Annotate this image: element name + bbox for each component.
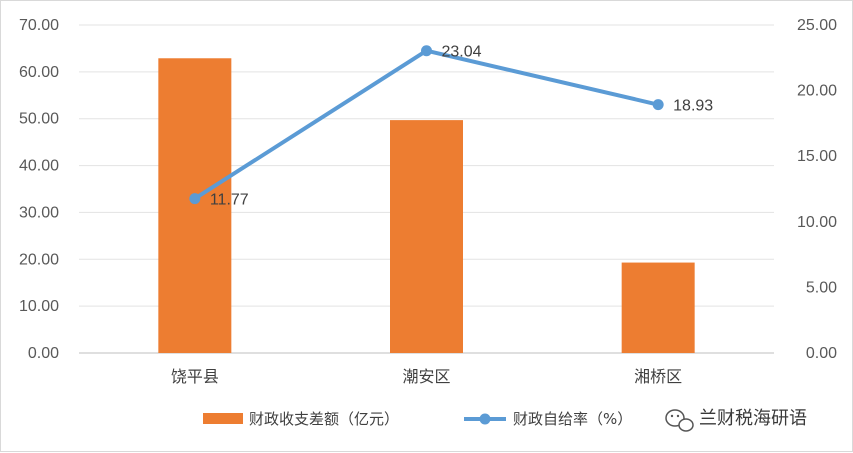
bar bbox=[390, 120, 463, 354]
line-point bbox=[421, 45, 432, 57]
bar bbox=[158, 58, 232, 354]
y-right-tick-label: 25.00 bbox=[797, 17, 837, 34]
y-right-tick-label: 10.00 bbox=[797, 214, 837, 231]
legend-line-marker bbox=[479, 413, 491, 425]
y-left-tick-label: 0.00 bbox=[28, 345, 59, 362]
y-right-tick-label: 20.00 bbox=[797, 83, 837, 100]
wechat-icon bbox=[665, 409, 694, 432]
x-category-label: 潮安区 bbox=[402, 367, 450, 386]
y-left-tick-label: 30.00 bbox=[19, 204, 59, 221]
watermark: 兰财税海研语 bbox=[665, 408, 807, 432]
y-left-tick-label: 40.00 bbox=[19, 158, 59, 175]
y-right-tick-label: 15.00 bbox=[797, 148, 837, 165]
y-left-tick-label: 70.00 bbox=[19, 17, 59, 34]
legend-bar-swatch bbox=[203, 413, 243, 424]
legend-label: 财政收支差额（亿元） bbox=[249, 410, 399, 428]
line-point bbox=[652, 99, 664, 111]
y-left-tick-label: 20.00 bbox=[19, 251, 59, 268]
bar bbox=[621, 262, 695, 353]
x-category-label: 湘桥区 bbox=[634, 367, 682, 386]
data-label: 18.93 bbox=[673, 98, 713, 115]
y-left-tick-label: 50.00 bbox=[19, 111, 59, 128]
legend: 财政收支差额（亿元） 财政自给率（%） bbox=[203, 410, 632, 428]
x-category-label: 饶平县 bbox=[171, 367, 219, 386]
watermark-text: 兰财税海研语 bbox=[699, 408, 807, 429]
data-label: 11.77 bbox=[210, 192, 249, 209]
y-left-tick-label: 10.00 bbox=[19, 298, 59, 315]
y-right-tick-label: 5.00 bbox=[806, 279, 837, 296]
line-point bbox=[189, 193, 201, 205]
y-right-tick-label: 0.00 bbox=[806, 345, 837, 362]
legend-label: 财政自给率（%） bbox=[513, 410, 632, 428]
y-left-tick-label: 60.00 bbox=[19, 64, 59, 81]
data-label: 23.04 bbox=[442, 44, 482, 61]
